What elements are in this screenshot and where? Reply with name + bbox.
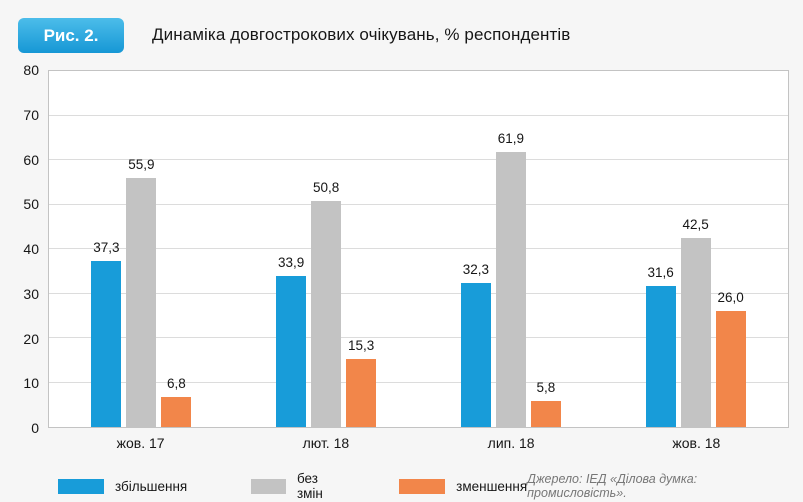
bar-збільшення: 37,3 (91, 240, 122, 427)
gridline (49, 337, 788, 338)
y-tick-label: 20 (23, 330, 39, 347)
bar-зменшення: 26,0 (715, 290, 746, 427)
bar-group: 31,6 42,5 26,0 (603, 71, 788, 427)
bar-value-label: 32,3 (462, 262, 490, 278)
bar-value-label: 61,9 (497, 130, 525, 146)
bar-group: 32,3 61,9 5,8 (419, 71, 604, 427)
bar-value-label: 31,6 (647, 265, 674, 281)
gridline (49, 159, 788, 160)
bar-groups: 37,3 55,9 6,8 33,9 50,8 15,3 32,3 61,9 5,8 31,6 42… (49, 71, 788, 427)
bar-value-label: 42,5 (682, 216, 709, 232)
legend: збільшення без змін зменшення (58, 471, 527, 501)
bar-збільшення: 31,6 (645, 265, 676, 427)
plot-area: 37,3 55,9 6,8 33,9 50,8 15,3 32,3 61,9 5,8 31,6 42… (48, 70, 789, 428)
x-axis-label: жов. 18 (672, 435, 721, 451)
bar-value-label: 33,9 (277, 255, 305, 271)
bar-value-label: 5,8 (536, 380, 556, 396)
legend-item: збільшення (58, 478, 188, 494)
legend-swatch (399, 478, 446, 494)
y-tick-label: 50 (23, 196, 39, 213)
bar-без змін: 50,8 (311, 180, 342, 427)
figure-title: Динаміка довгострокових очікувань, % рес… (152, 25, 571, 44)
bar-value-label: 15,3 (347, 337, 375, 353)
bar-зменшення: 6,8 (161, 376, 192, 427)
gridline (49, 381, 788, 383)
bar-value-label: 55,9 (128, 157, 155, 173)
bar-value-label: 26,0 (717, 290, 744, 306)
legend-swatch (251, 478, 286, 494)
y-tick-label: 70 (23, 106, 39, 123)
bar-value-label: 37,3 (93, 240, 120, 256)
gridline (49, 203, 788, 205)
y-tick-label: 10 (23, 375, 39, 392)
gridline (49, 248, 788, 249)
chart-footer: збільшення без змін зменшення Джерело: ІЕД… (58, 471, 787, 501)
bar-без змін: 61,9 (495, 131, 526, 427)
x-axis-label: лип. 18 (487, 435, 535, 451)
x-axis: жов. 17 лют. 18 лип. 18 жов. 18 (48, 428, 789, 451)
legend-label: зменшення (456, 478, 528, 494)
plot-row: 0 10 20 30 40 50 60 70 80 37,3 55,9 6,8 33,9 50,8 15,… (14, 62, 789, 436)
y-tick-label: 80 (23, 62, 39, 78)
bar-value-label: 50,8 (312, 179, 340, 195)
bar-збільшення: 32,3 (460, 262, 491, 427)
x-axis-label: лют. 18 (302, 435, 350, 451)
bar-chart: 0 10 20 30 40 50 60 70 80 37,3 55,9 6,8 33,9 50,8 15,… (14, 62, 789, 501)
x-axis-label: жов. 17 (116, 435, 165, 451)
figure-number-badge: Рис. 2. (18, 17, 124, 53)
bar-без змін: 42,5 (680, 217, 711, 427)
legend-item: зменшення (399, 478, 528, 494)
gridline (49, 114, 788, 116)
bar-value-label: 6,8 (166, 375, 186, 391)
legend-item: без змін (251, 471, 335, 501)
source-note: Джерело: ІЕД «Ділова думка: промисловіст… (527, 472, 698, 500)
y-tick-label: 0 (31, 420, 39, 436)
y-tick-label: 30 (23, 285, 39, 302)
bar-group: 37,3 55,9 6,8 (49, 71, 234, 427)
gridline (49, 292, 788, 294)
legend-label: без змін (296, 471, 323, 501)
bar-зменшення: 15,3 (346, 338, 377, 427)
y-axis: 0 10 20 30 40 50 60 70 80 (14, 62, 48, 436)
bar-group: 33,9 50,8 15,3 (234, 71, 419, 427)
bar-зменшення: 5,8 (530, 380, 561, 427)
bar-збільшення: 33,9 (276, 255, 307, 427)
y-tick-label: 40 (23, 241, 39, 257)
figure-header: Рис. 2. Динаміка довгострокових очікуван… (14, 12, 789, 58)
legend-label: збільшення (115, 478, 188, 494)
legend-swatch (58, 478, 104, 494)
y-tick-label: 60 (23, 151, 39, 168)
bar-без змін: 55,9 (126, 157, 157, 427)
